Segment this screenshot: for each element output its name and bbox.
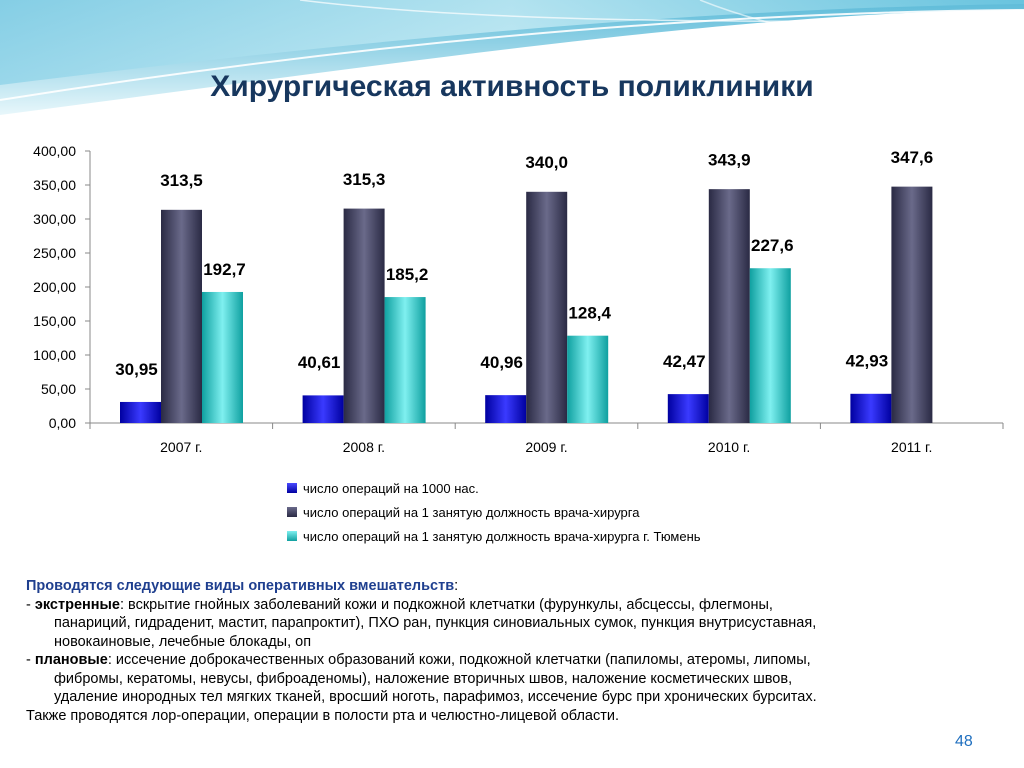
y-tick-label: 0,00 <box>49 415 76 431</box>
data-label-series-2: 347,6 <box>891 148 934 167</box>
data-label-series-3: 185,2 <box>386 265 429 284</box>
legend-swatch-3 <box>287 531 297 541</box>
x-tick-label: 2011 г. <box>891 439 932 455</box>
bar-series-2 <box>708 189 750 423</box>
emergency-line-2: панариций, гидраденит, мастит, парапрокт… <box>54 615 817 631</box>
bar-series-3 <box>567 335 609 423</box>
legend-swatch-1 <box>287 483 297 493</box>
planned-line-2: фибромы, кератомы, невусы, фиброаденомы)… <box>54 670 793 687</box>
bar-series-1 <box>667 394 709 423</box>
slide-title: Хирургическая активность поликлиники <box>210 70 814 103</box>
planned-line-3: удаление инородных тел мягких тканей, вр… <box>54 689 817 705</box>
planned-label: плановые <box>34 652 108 668</box>
x-tick-label: 2010 г. <box>708 439 750 455</box>
emergency-paragraph: - экстренные: вскрытие гнойных заболеван… <box>26 596 1001 615</box>
data-label-series-1: 42,93 <box>846 352 889 371</box>
x-tick-label: 2009 г. <box>525 439 567 455</box>
intro-colon: : <box>454 578 459 594</box>
background-wave <box>0 0 1024 130</box>
data-label-series-1: 40,61 <box>298 353 341 372</box>
page-number: 48 <box>955 733 973 750</box>
legend-label-2: число операций на 1 занятую должность вр… <box>303 504 640 520</box>
bar-series-3 <box>202 291 243 423</box>
bar-series-2 <box>343 208 385 423</box>
data-label-series-3: 128,4 <box>568 304 611 323</box>
planned-line-1: : иссечение доброкачественных образовани… <box>107 652 811 668</box>
y-tick-label: 50,00 <box>41 381 76 397</box>
intro-heading: Проводятся следующие виды оперативных вм… <box>26 578 455 594</box>
y-tick-label: 200,00 <box>33 279 76 295</box>
legend-item-series-3: число операций на 1 занятую должность вр… <box>287 524 701 548</box>
legend-label-1: число операций на 1000 нас. <box>303 480 479 496</box>
intro-line: Проводятся следующие виды оперативных вм… <box>26 577 1001 596</box>
data-label-series-2: 340,0 <box>525 153 568 172</box>
emergency-line-1: : вскрытие гнойных заболеваний кожи и по… <box>119 596 773 613</box>
bar-series-2 <box>161 209 202 423</box>
also-line: Также проводятся лор-операции, операции … <box>26 707 619 724</box>
bar-series-1 <box>485 395 527 423</box>
chart-panel: 0,00 50,00 100,00 150,00 200,00 250,00 300,00 3… <box>0 133 1024 566</box>
data-label-series-1: 42,47 <box>663 352 706 371</box>
legend-item-series-2: число операций на 1 занятую должность вр… <box>287 500 701 524</box>
data-label-series-1: 30,95 <box>115 360 158 379</box>
bar-series-2 <box>526 191 568 423</box>
operations-description: Проводятся следующие виды оперативных вм… <box>26 577 1001 725</box>
bar-series-2 <box>891 186 933 423</box>
data-label-series-3: 227,6 <box>751 236 794 255</box>
y-tick-label: 400,00 <box>33 143 76 159</box>
y-tick-label: 100,00 <box>33 347 76 363</box>
legend-swatch-2 <box>287 507 297 517</box>
chart-legend: число операций на 1000 нас. число операц… <box>287 476 701 548</box>
planned-dash: - <box>26 652 35 668</box>
planned-paragraph: - плановые: иссечение доброкачественных … <box>26 651 1001 670</box>
emergency-label: экстренные <box>34 596 120 613</box>
data-label-series-2: 313,5 <box>160 171 203 190</box>
bar-series-3 <box>749 268 791 423</box>
bar-series-1 <box>302 395 344 423</box>
x-tick-label: 2008 г. <box>343 439 385 455</box>
legend-item-series-1: число операций на 1000 нас. <box>287 476 701 500</box>
emergency-line-3: новокаиновые, лечебные блокады, оп <box>54 633 312 650</box>
bar-series-1 <box>850 393 892 423</box>
data-label-series-2: 315,3 <box>343 170 386 189</box>
data-label-series-1: 40,96 <box>480 353 523 372</box>
data-label-series-3: 192,7 <box>203 260 246 279</box>
y-tick-label: 300,00 <box>33 211 76 227</box>
emergency-dash: - <box>26 596 35 613</box>
y-tick-label: 250,00 <box>33 245 76 261</box>
bar-chart: 0,00 50,00 100,00 150,00 200,00 250,00 300,00 3… <box>33 143 1004 455</box>
legend-label-3: число операций на 1 занятую должность вр… <box>303 528 701 544</box>
y-tick-label: 350,00 <box>33 177 76 193</box>
bar-series-3 <box>384 297 426 423</box>
data-label-series-2: 343,9 <box>708 150 751 169</box>
y-tick-label: 150,00 <box>33 313 76 329</box>
bar-series-1 <box>120 401 161 423</box>
x-tick-label: 2007 г. <box>160 439 202 455</box>
